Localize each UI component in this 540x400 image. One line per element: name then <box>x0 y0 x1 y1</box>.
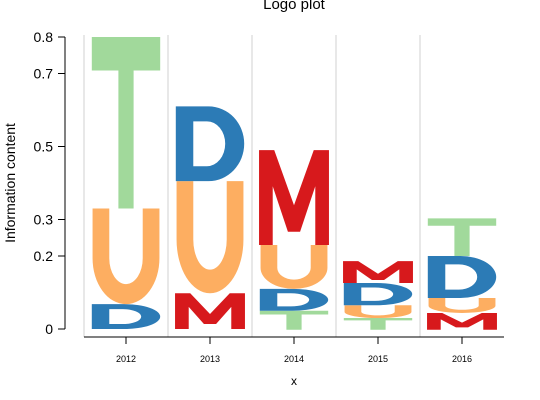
logo-letter-m-2013 <box>175 293 245 329</box>
y-tick-label: 0 <box>45 321 53 337</box>
y-tick-label: 0.3 <box>34 212 54 228</box>
x-tick-label: 2013 <box>200 354 220 364</box>
logo-letters <box>91 37 497 330</box>
y-tick-label: 0.2 <box>34 248 54 264</box>
logo-letter-d-2013 <box>175 106 245 182</box>
logo-letter-d-2012 <box>91 304 161 329</box>
y-tick-label: 0.7 <box>34 66 54 82</box>
x-axis: 2012 2013 2014 2015 2016 <box>84 336 504 364</box>
y-axis-label: Information content <box>2 123 18 243</box>
x-axis-label: x <box>291 374 297 388</box>
logo-letter-d-2016 <box>427 256 497 298</box>
logo-letter-u-2012 <box>92 208 160 305</box>
logo-letter-d-2014 <box>259 288 329 311</box>
logo-letter-m-2015 <box>343 261 413 284</box>
x-tick-label: 2015 <box>368 354 388 364</box>
x-tick-label: 2016 <box>452 354 472 364</box>
y-tick-label: 0.5 <box>34 139 54 155</box>
y-tick-label: 0.8 <box>34 29 54 45</box>
logo-letter-u-2013 <box>176 181 244 294</box>
logo-letter-u-2015 <box>344 305 412 319</box>
grid-lines <box>83 35 421 337</box>
logo-letter-m-2016 <box>427 312 497 330</box>
logo-letter-t-2012 <box>91 37 161 209</box>
logo-letter-d-2015 <box>343 283 413 306</box>
logo-letter-t-2015 <box>343 318 413 330</box>
logo-letter-u-2016 <box>428 297 496 313</box>
logo-letter-u-2014 <box>260 245 328 289</box>
x-tick-label: 2014 <box>284 354 304 364</box>
chart-title: Logo plot <box>263 0 326 13</box>
y-axis: 0.8 0.7 0.5 0.3 0.2 0 <box>34 29 66 337</box>
logo-letter-t-2016 <box>427 218 497 256</box>
x-tick-label: 2012 <box>116 354 136 364</box>
logo-letter-m-2014 <box>259 150 329 246</box>
logo-letter-t-2014 <box>259 310 329 330</box>
